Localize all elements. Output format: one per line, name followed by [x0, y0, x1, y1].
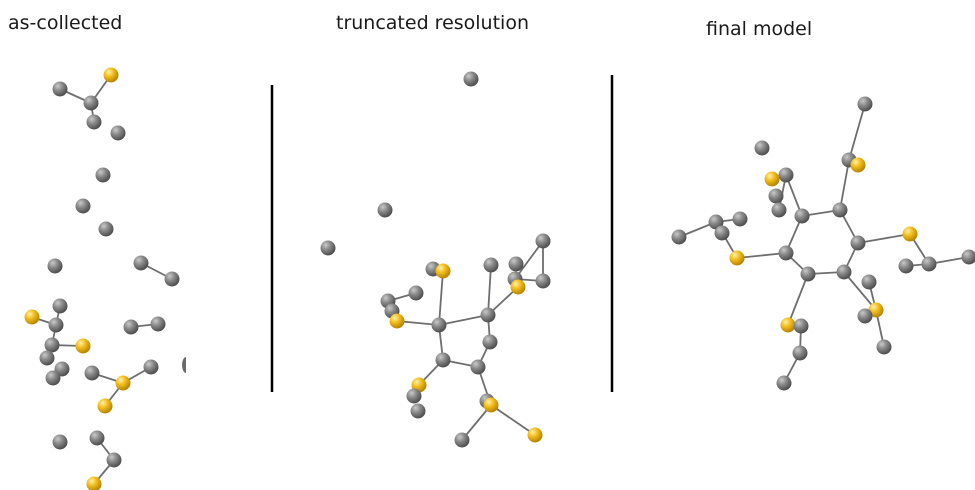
- sulfur-atom: [764, 171, 780, 187]
- carbon-atom: [377, 202, 393, 218]
- partial-atom-fragment: [182, 357, 186, 373]
- carbon-atom: [776, 375, 792, 391]
- carbon-atom: [861, 274, 877, 290]
- carbon-atom: [463, 71, 479, 87]
- bond: [736, 252, 787, 259]
- carbon-atom: [320, 240, 336, 256]
- carbon-atom: [857, 96, 873, 112]
- bond: [438, 314, 489, 326]
- sulfur-atom: [97, 398, 113, 414]
- carbon-atom: [164, 271, 180, 287]
- carbon-atom: [792, 345, 808, 361]
- carbon-atom: [98, 221, 114, 237]
- bond: [857, 233, 911, 244]
- carbon-atom: [45, 370, 61, 386]
- carbon-atom: [768, 188, 784, 204]
- sulfur-atom: [868, 302, 884, 318]
- sulfur-atom: [115, 375, 131, 391]
- carbon-atom: [508, 256, 524, 272]
- carbon-atom: [406, 388, 422, 404]
- carbon-atom: [123, 319, 139, 335]
- panel-title-truncated-resolution: truncated resolution: [336, 12, 529, 34]
- carbon-atom: [480, 307, 496, 323]
- carbon-atom: [454, 432, 470, 448]
- carbon-atom: [482, 334, 498, 350]
- carbon-atom: [52, 434, 68, 450]
- carbon-atom: [86, 114, 102, 130]
- carbon-atom: [52, 81, 68, 97]
- carbon-atom: [84, 365, 100, 381]
- carbon-atom: [431, 317, 447, 333]
- carbon-atom: [39, 350, 55, 366]
- carbon-atom: [535, 273, 551, 289]
- carbon-atom: [671, 229, 687, 245]
- carbon-atom: [832, 202, 848, 218]
- sulfur-atom: [902, 226, 918, 242]
- carbon-atom: [95, 167, 111, 183]
- sulfur-atom: [850, 157, 866, 173]
- bond: [487, 264, 492, 316]
- carbon-atom: [898, 258, 914, 274]
- carbon-atom: [708, 214, 724, 230]
- bond: [787, 273, 809, 326]
- sulfur-atom: [527, 427, 543, 443]
- carbon-atom: [778, 245, 794, 261]
- sulfur-atom: [86, 476, 102, 490]
- carbon-atom: [714, 225, 730, 241]
- sulfur-atom: [483, 397, 499, 413]
- bond: [839, 159, 850, 211]
- carbon-atom: [410, 403, 426, 419]
- carbon-atom: [408, 285, 424, 301]
- carbon-atom: [850, 235, 866, 251]
- carbon-atom: [800, 266, 816, 282]
- bond: [848, 103, 866, 161]
- carbon-atom: [89, 430, 105, 446]
- carbon-atom: [110, 125, 126, 141]
- carbon-atom: [75, 198, 91, 214]
- carbon-atom: [961, 249, 975, 265]
- sulfur-atom: [729, 250, 745, 266]
- sulfur-atom: [435, 263, 451, 279]
- carbon-atom: [732, 211, 748, 227]
- sulfur-atom: [103, 67, 119, 83]
- panel-title-as-collected: as-collected: [8, 12, 123, 34]
- carbon-atom: [483, 257, 499, 273]
- carbon-atom: [52, 298, 68, 314]
- carbon-atom: [836, 264, 852, 280]
- carbon-atom: [794, 208, 810, 224]
- carbon-atom: [47, 258, 63, 274]
- carbon-atom: [150, 316, 166, 332]
- bond: [438, 270, 444, 326]
- sulfur-atom: [510, 279, 526, 295]
- carbon-atom: [106, 452, 122, 468]
- bond: [514, 240, 544, 280]
- sulfur-atom: [75, 338, 91, 354]
- carbon-atom: [857, 308, 873, 324]
- bond: [843, 271, 877, 311]
- carbon-atom: [921, 256, 937, 272]
- bond: [461, 404, 492, 441]
- carbon-atom: [778, 167, 794, 183]
- sulfur-atom: [24, 309, 40, 325]
- carbon-atom: [48, 317, 64, 333]
- carbon-atom: [754, 140, 770, 156]
- carbon-atom: [771, 202, 787, 218]
- carbon-atom: [133, 255, 149, 271]
- carbon-atom: [793, 318, 809, 334]
- panel-title-final-model: final model: [706, 18, 813, 40]
- bond: [490, 404, 536, 436]
- carbon-atom: [535, 233, 551, 249]
- carbon-atom: [435, 352, 451, 368]
- sulfur-atom: [389, 313, 405, 329]
- carbon-atom: [470, 359, 486, 375]
- carbon-atom: [44, 337, 60, 353]
- sulfur-atom: [780, 317, 796, 333]
- carbon-atom: [83, 95, 99, 111]
- carbon-atom: [876, 339, 892, 355]
- carbon-atom: [143, 359, 159, 375]
